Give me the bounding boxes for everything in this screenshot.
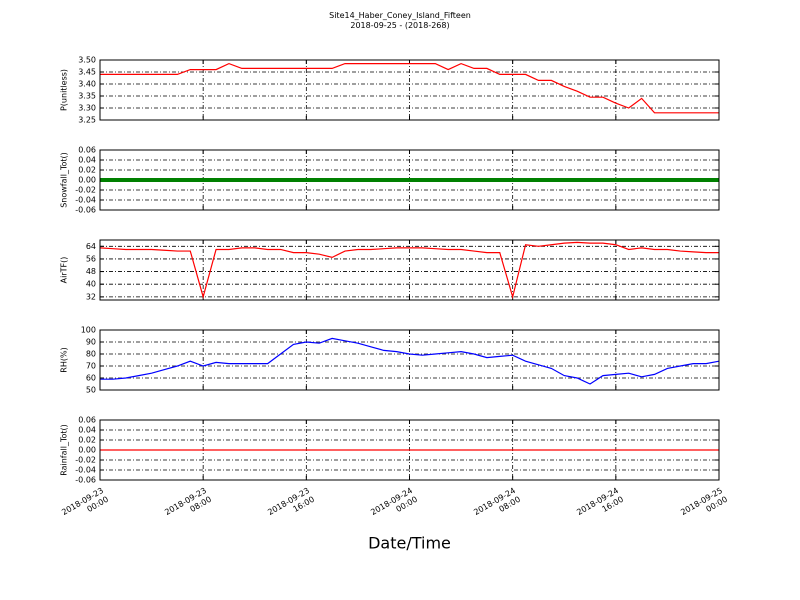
y-tick-label: 0.02 xyxy=(78,166,96,175)
y-tick-label: 40 xyxy=(86,280,96,289)
y-tick-label: 3.25 xyxy=(78,116,96,125)
y-tick-label: 64 xyxy=(86,242,96,251)
chart-subtitle: 2018-09-25 - (2018-268) xyxy=(350,21,450,30)
y-tick-label: 60 xyxy=(86,374,96,383)
y-tick-label: 70 xyxy=(86,362,96,371)
y-tick-label: 0.00 xyxy=(78,176,96,185)
y-tick-label: 3.40 xyxy=(78,80,96,89)
plot-frame xyxy=(99,149,720,211)
chart-title: Site14_Haber_Coney_Island_Fifteen xyxy=(329,11,471,20)
y-axis-label: Snowfall_Tot() xyxy=(60,152,69,208)
y-axis-label: P(unitless) xyxy=(60,69,69,111)
y-tick-label: -0.02 xyxy=(75,186,96,195)
y-tick-label: 0.02 xyxy=(78,436,96,445)
y-tick-label: 3.50 xyxy=(78,56,96,65)
y-tick-label: 80 xyxy=(86,350,96,359)
plot-frame xyxy=(99,239,720,301)
y-tick-label: -0.04 xyxy=(75,196,96,205)
data-line xyxy=(100,337,720,385)
y-tick-label: 3.45 xyxy=(78,68,96,77)
data-line xyxy=(99,241,719,300)
y-axis-label: RH(%) xyxy=(60,347,69,372)
y-tick-label: -0.04 xyxy=(75,466,96,475)
y-tick-label: -0.06 xyxy=(75,476,96,485)
x-axis-label: Date/Time xyxy=(368,534,451,553)
y-axis-label: AirTF() xyxy=(60,257,69,284)
y-tick-label: 32 xyxy=(86,292,96,301)
plot-frame xyxy=(99,59,720,121)
y-tick-label: 100 xyxy=(81,326,96,335)
y-tick-label: 0.00 xyxy=(78,446,96,455)
y-tick-label: -0.02 xyxy=(75,456,96,465)
y-tick-label: 50 xyxy=(86,386,96,395)
y-axis-label: Rainfall_Tot() xyxy=(60,424,69,476)
y-tick-label: 48 xyxy=(86,267,96,276)
plot-frame xyxy=(99,419,720,481)
y-tick-label: 3.30 xyxy=(78,104,96,113)
y-tick-label: 0.06 xyxy=(78,416,96,425)
y-tick-label: -0.06 xyxy=(75,206,96,215)
y-tick-label: 0.04 xyxy=(78,426,96,435)
y-tick-label: 0.06 xyxy=(78,146,96,155)
y-tick-label: 56 xyxy=(86,254,96,263)
plot-frame xyxy=(99,329,720,391)
y-tick-label: 3.35 xyxy=(78,92,96,101)
y-tick-label: 90 xyxy=(86,338,96,347)
y-tick-label: 0.04 xyxy=(78,156,96,165)
data-line xyxy=(100,62,719,114)
